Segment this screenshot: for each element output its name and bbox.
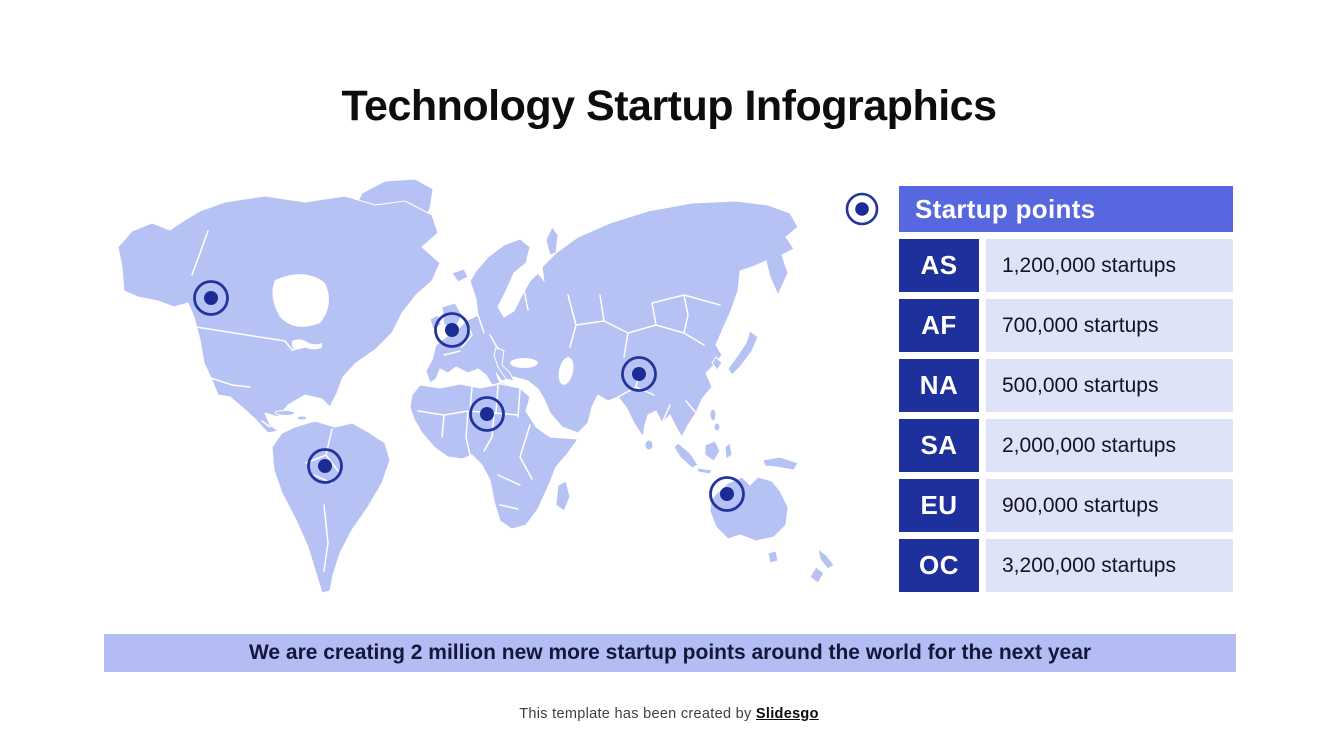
footer-credit: This template has been created by Slides… bbox=[0, 706, 1338, 722]
continent-code: AF bbox=[899, 299, 979, 352]
continent-code: SA bbox=[899, 419, 979, 472]
continent-value: 900,000 startups bbox=[986, 479, 1233, 532]
legend-row: NA 500,000 startups bbox=[899, 359, 1233, 412]
continent-code: AS bbox=[899, 239, 979, 292]
legend-rows: AS 1,200,000 startups AF 700,000 startups NA… bbox=[899, 239, 1233, 592]
startup-point-marker bbox=[621, 356, 657, 392]
world-map-svg bbox=[117, 178, 835, 594]
continent-value: 700,000 startups bbox=[986, 299, 1233, 352]
startup-point-marker bbox=[434, 312, 470, 348]
startup-point-icon bbox=[845, 192, 879, 226]
world-map bbox=[100, 175, 880, 605]
startup-point-marker bbox=[307, 448, 343, 484]
continent-value: 1,200,000 startups bbox=[986, 239, 1233, 292]
startup-point-marker bbox=[469, 396, 505, 432]
legend-row: AS 1,200,000 startups bbox=[899, 239, 1233, 292]
continent-code: NA bbox=[899, 359, 979, 412]
continent-value: 2,000,000 startups bbox=[986, 419, 1233, 472]
footer-credit-text: This template has been created by bbox=[519, 706, 756, 722]
legend-header: Startup points bbox=[899, 186, 1233, 232]
legend-row: OC 3,200,000 startups bbox=[899, 539, 1233, 592]
continent-code: OC bbox=[899, 539, 979, 592]
continent-code: EU bbox=[899, 479, 979, 532]
startup-point-marker bbox=[193, 280, 229, 316]
startup-point-marker bbox=[709, 476, 745, 512]
legend-row: SA 2,000,000 startups bbox=[899, 419, 1233, 472]
continent-value: 3,200,000 startups bbox=[986, 539, 1233, 592]
legend-row: EU 900,000 startups bbox=[899, 479, 1233, 532]
continent-value: 500,000 startups bbox=[986, 359, 1233, 412]
legend-row: AF 700,000 startups bbox=[899, 299, 1233, 352]
summary-banner: We are creating 2 million new more start… bbox=[104, 634, 1236, 672]
page-title: Technology Startup Infographics bbox=[341, 82, 997, 130]
legend-table: Startup points AS 1,200,000 startups AF 700… bbox=[899, 186, 1233, 592]
slidesgo-link[interactable]: Slidesgo bbox=[755, 706, 819, 722]
